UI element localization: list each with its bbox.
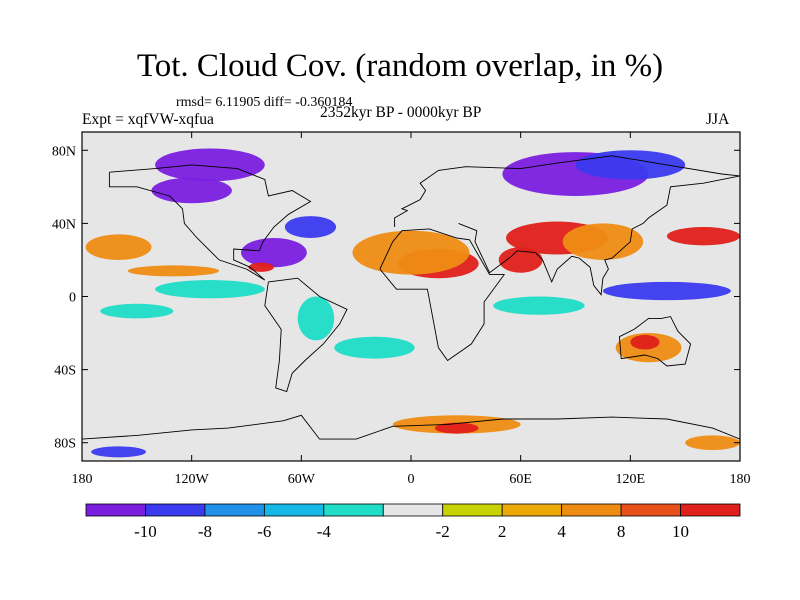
x-tick-label: 60E	[509, 472, 532, 487]
anomaly-region-sahara-orange	[352, 230, 470, 275]
colorbar-box	[382, 503, 444, 517]
anomaly-region-north-pacific-red	[666, 227, 740, 246]
colorbar-label: -2	[436, 522, 450, 541]
anomaly-region-north-atlantic-blue	[284, 216, 337, 239]
experiment-label: Expt = xqfVW-xqfua	[82, 111, 214, 128]
anomaly-region-antarctic-red	[434, 422, 479, 434]
period-label: 2352kyr BP - 0000kyr BP	[320, 104, 482, 121]
anomaly-region-australia-red	[630, 334, 660, 350]
anomaly-region-antarctic-blue-west	[91, 446, 146, 458]
colorbar-box	[680, 503, 741, 517]
coastline-africa	[379, 228, 506, 362]
anomaly-region-antarctic-orange-east	[685, 435, 740, 451]
plot-title: Tot. Cloud Cov. (random overlap, in %)	[136, 48, 664, 84]
y-tick-label: 40S	[54, 364, 76, 379]
anomaly-region-indian-ocean-cyan	[493, 296, 585, 315]
x-tick-label: 120E	[616, 472, 646, 487]
colorbar-label: 8	[617, 522, 626, 541]
anomaly-region-south-atlantic-cyan	[334, 336, 415, 359]
colorbar-box	[561, 503, 622, 517]
colorbar-box	[323, 503, 384, 517]
coastline-asia-south	[458, 175, 740, 296]
y-tick-label: 80N	[52, 144, 76, 159]
colorbar-label: 10	[672, 522, 689, 541]
colorbar-box	[145, 503, 206, 517]
coastline-australia	[618, 316, 692, 367]
anomaly-region-siberia-blue	[575, 150, 686, 180]
colorbar-label: -4	[317, 522, 332, 541]
anomaly-region-gulf-mexico	[241, 238, 307, 268]
anomaly-region-west-pacific-blue	[602, 281, 731, 301]
colorbar-box	[204, 503, 265, 517]
colorbar-box	[501, 503, 563, 517]
x-tick-label: 0	[408, 472, 415, 487]
season-label: JJA	[706, 111, 730, 128]
anomaly-region-arctic-north-america	[155, 148, 265, 182]
map-body	[82, 132, 740, 461]
y-tick-label: 40N	[52, 217, 76, 232]
x-tick-label: 180	[72, 472, 93, 487]
anomaly-region-east-pacific-cyan	[155, 280, 265, 299]
colorbar-label: -6	[257, 522, 271, 541]
y-tick-label: 0	[69, 291, 76, 306]
anomaly-region-north-pacific-orange	[85, 234, 152, 260]
colorbar-label: -8	[198, 522, 212, 541]
coastline-south-america	[264, 277, 348, 393]
anomaly-region-arabia-red	[498, 247, 543, 273]
anomaly-region-canada-hudson	[151, 177, 232, 204]
anomaly-region-tropical-pacific-south	[100, 303, 174, 319]
colorbar-label: -10	[134, 522, 157, 541]
anomaly-region-south-america-cyan	[297, 296, 335, 341]
colorbar-box	[263, 503, 325, 517]
colorbar-box	[85, 503, 146, 517]
coastline-north-america	[108, 164, 312, 281]
coastline-europe-asia	[394, 155, 740, 227]
colorbar-label: 2	[498, 522, 507, 541]
colorbar-box	[442, 503, 503, 517]
x-tick-label: 180	[730, 472, 751, 487]
colorbar-label: 4	[557, 522, 566, 541]
x-tick-label: 120W	[175, 472, 210, 487]
stats-line: rmsd= 6.11905 diff= -0.360184	[176, 95, 353, 110]
y-tick-label: 80S	[54, 437, 76, 452]
anomaly-region-east-asia-orange	[562, 223, 644, 260]
x-tick-label: 60W	[288, 472, 316, 487]
colorbar: -10 -8 -6 -4 -2 2 4 8 10	[85, 503, 741, 541]
anomaly-region-caribbean-red	[248, 262, 274, 272]
map-ticks: 180 120W 60W 0 60E 120E 180 80N 40N 0 40S 80S	[52, 132, 751, 487]
coastline-antarctica	[82, 414, 740, 440]
colorbar-box	[620, 503, 681, 517]
anomaly-region-pacific-orange-band	[127, 265, 220, 277]
